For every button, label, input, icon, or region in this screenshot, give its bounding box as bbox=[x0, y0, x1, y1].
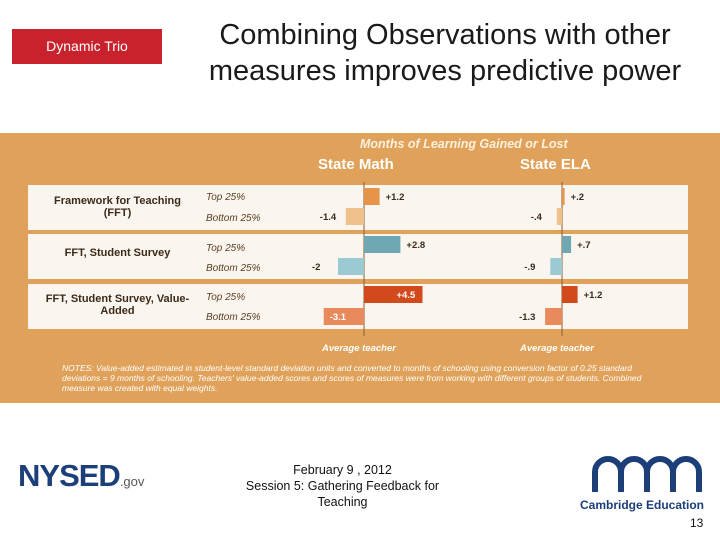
nysed-logo: NYSED.gov bbox=[18, 458, 144, 494]
bar-math-g3-top bbox=[364, 286, 423, 303]
bar-ela-g2-top bbox=[562, 236, 572, 253]
chart-title: Months of Learning Gained or Lost bbox=[360, 137, 568, 151]
bar-math-g1-bottom bbox=[345, 208, 364, 225]
bar-value-label: +2.8 bbox=[406, 240, 425, 251]
row-label-top: Top 25% bbox=[206, 292, 246, 303]
bar-ela-g3-bottom bbox=[545, 308, 562, 325]
bar-ela-g1-top bbox=[562, 188, 565, 205]
group-label-fft-survey: FFT, Student Survey bbox=[64, 247, 171, 259]
row-label-top: Top 25% bbox=[206, 243, 246, 254]
bar-value-label: +4.5 bbox=[397, 290, 416, 301]
bar-value-label: +.7 bbox=[577, 240, 590, 251]
row-label-top: Top 25% bbox=[206, 192, 246, 203]
title-line-1: Combining Observations with other bbox=[219, 19, 671, 51]
baseline-label-ela: Average teacher bbox=[520, 343, 594, 354]
chart-notes: NOTES: Value-added estimated in student-… bbox=[62, 363, 642, 393]
bar-math-g1-top bbox=[364, 188, 380, 205]
bar-ela-g1-bottom bbox=[556, 208, 562, 225]
panel-header-math: State Math bbox=[318, 156, 394, 173]
footer-session: Session 5: Gathering Feedback for Teachi… bbox=[245, 479, 440, 509]
bar-value-label: +.2 bbox=[571, 192, 584, 203]
bar-math-g2-bottom bbox=[338, 258, 364, 275]
panel-header-ela: State ELA bbox=[520, 156, 591, 173]
title-line-2: measures improves predictive power bbox=[208, 55, 682, 87]
row-label-bottom: Bottom 25% bbox=[206, 312, 261, 323]
footer-session-info: February 9 , 2012 Session 5: Gathering F… bbox=[225, 462, 460, 510]
baseline-label-math: Average teacher bbox=[322, 343, 396, 354]
bar-value-label: +1.2 bbox=[386, 192, 405, 203]
bar-ela-g2-bottom bbox=[550, 258, 562, 275]
row-label-bottom: Bottom 25% bbox=[206, 213, 261, 224]
bar-value-label: -1.4 bbox=[320, 212, 337, 223]
bar-value-label: -2 bbox=[312, 262, 320, 273]
footer-date: February 9 , 2012 bbox=[293, 463, 392, 477]
cambridge-education-logo: Cambridge Education bbox=[580, 498, 705, 512]
bar-value-label: -3.1 bbox=[330, 312, 347, 323]
group-label-fft-survey-va: FFT, Student Survey, Value-Added bbox=[45, 293, 190, 317]
section-tag: Dynamic Trio bbox=[12, 29, 162, 64]
page-number: 13 bbox=[690, 516, 704, 530]
nysed-logo-suffix: .gov bbox=[119, 474, 145, 489]
bar-value-label: -.4 bbox=[531, 212, 543, 223]
row-label-bottom: Bottom 25% bbox=[206, 263, 261, 274]
nysed-logo-text: NYSED bbox=[18, 458, 121, 493]
bar-ela-g3-top bbox=[562, 286, 578, 303]
bar-value-label: -1.3 bbox=[519, 312, 535, 323]
bar-math-g2-top bbox=[364, 236, 401, 253]
cambridge-arches-icon bbox=[592, 456, 702, 492]
bar-value-label: +1.2 bbox=[584, 290, 603, 301]
bar-math-g3-bottom bbox=[323, 308, 364, 325]
bar-value-label: -.9 bbox=[524, 262, 535, 273]
group-label-fft: Framework for Teaching (FFT) bbox=[54, 195, 181, 219]
slide-title: Combining Observations with other measur… bbox=[185, 17, 705, 89]
